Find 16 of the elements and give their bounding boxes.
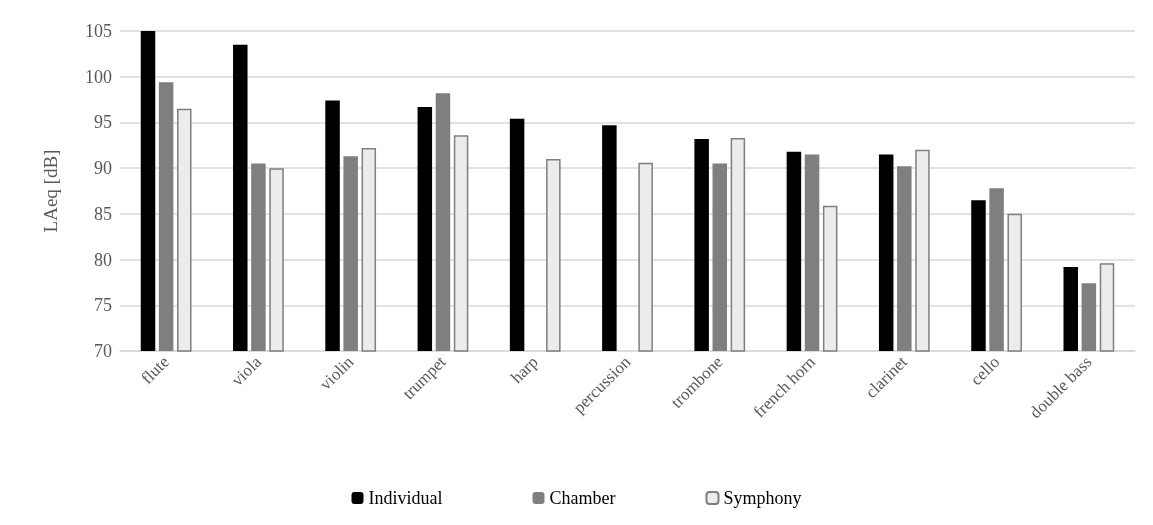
- y-tick-label: 100: [85, 66, 112, 87]
- legend-label: Symphony: [723, 488, 802, 508]
- legend-label: Individual: [368, 488, 443, 508]
- y-tick-label: 95: [94, 112, 112, 133]
- y-tick-label: 70: [94, 341, 112, 361]
- x-tick-label: viola: [227, 351, 266, 390]
- x-tick-label: harp: [507, 352, 542, 388]
- y-tick-label: 85: [94, 203, 112, 224]
- y-tick-label: 90: [94, 158, 112, 179]
- y-axis-title: LAeq [dB]: [40, 149, 61, 233]
- y-tick-label: 80: [94, 249, 112, 270]
- y-tick-label: 105: [85, 21, 112, 41]
- legend-label: Chamber: [549, 488, 616, 508]
- x-tick-label: flute: [137, 352, 173, 388]
- x-tick-label: cello: [966, 352, 1004, 390]
- y-tick-label: 75: [94, 295, 112, 316]
